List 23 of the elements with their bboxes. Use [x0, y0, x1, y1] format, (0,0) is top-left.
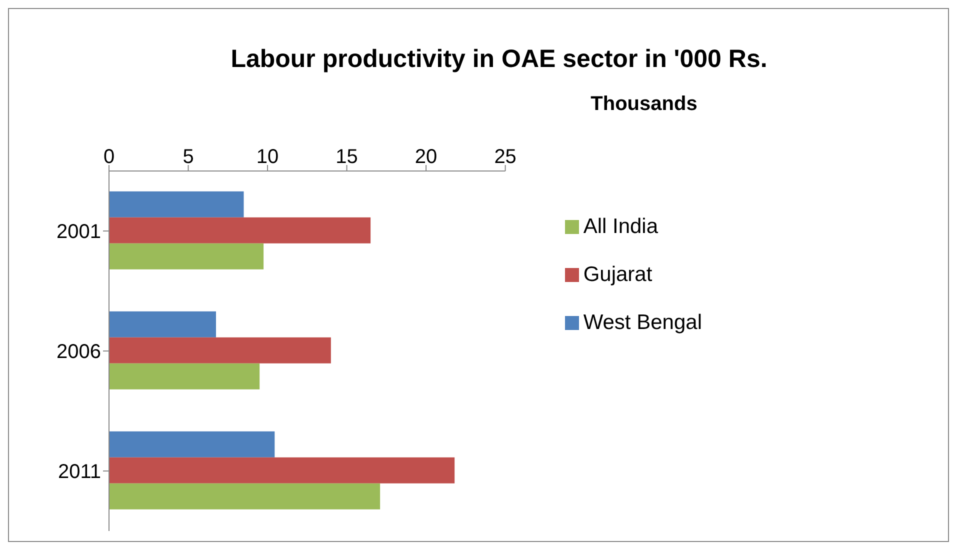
legend-label: All India — [583, 215, 658, 238]
legend-label: Gujarat — [583, 263, 652, 286]
x-tick-label: 20 — [414, 146, 438, 168]
bar — [109, 191, 244, 218]
x-tick-label: 0 — [103, 146, 115, 168]
x-tick-label: 25 — [494, 146, 516, 168]
x-tick-label: 10 — [256, 146, 279, 168]
y-tick-label: 2006 — [56, 341, 101, 364]
legend-label: West Bengal — [583, 311, 702, 334]
bar — [109, 337, 331, 364]
x-tick-label: 5 — [182, 146, 194, 168]
bar — [109, 243, 264, 270]
chart-title: Labour productivity in OAE sector in '000 Rs. — [230, 45, 768, 74]
x-tick-label: 15 — [336, 146, 358, 168]
bar — [109, 431, 275, 458]
bar — [109, 217, 371, 244]
bar — [109, 363, 260, 390]
x-axis-title: Thousands — [590, 93, 698, 116]
bar — [109, 457, 455, 484]
y-tick-label: 2001 — [56, 221, 101, 244]
bar — [109, 483, 380, 510]
bar — [109, 311, 216, 338]
y-tick-label: 2011 — [58, 461, 101, 484]
